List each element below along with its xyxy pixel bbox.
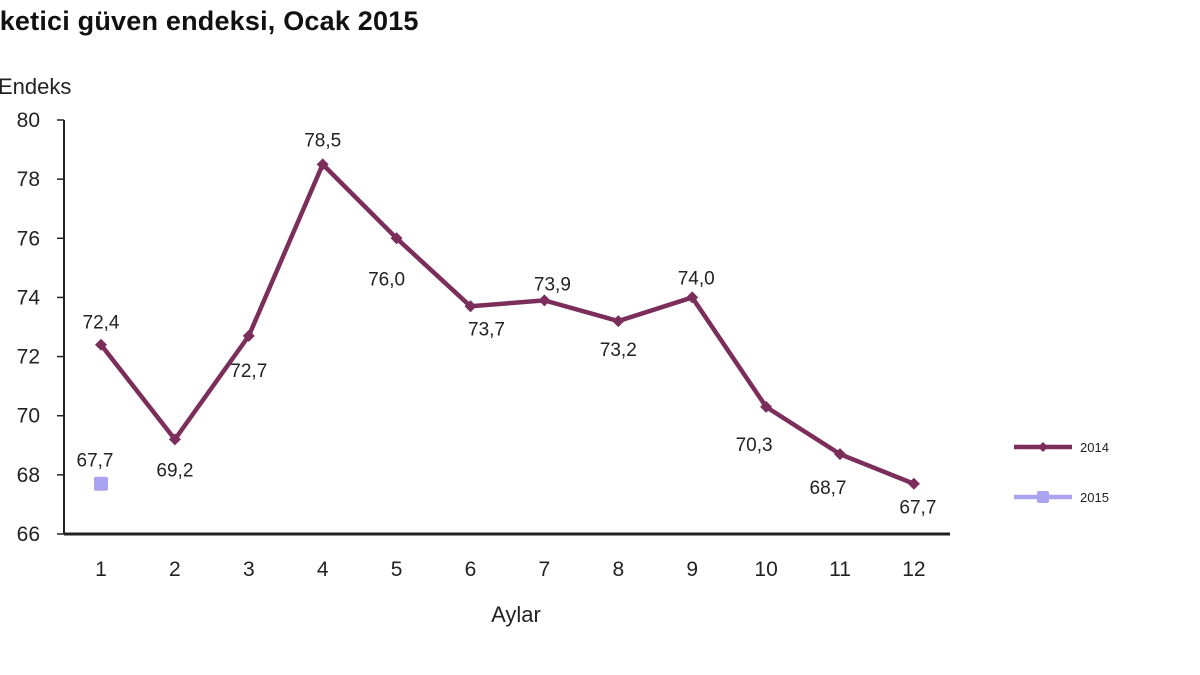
- x-tick-label: 10: [754, 558, 777, 581]
- x-tick-label: 2: [169, 558, 181, 581]
- chart-title: iketici güven endeksi, Ocak 2015: [0, 6, 419, 36]
- y-tick-label: 68: [17, 464, 40, 487]
- y-tick-label: 70: [17, 405, 40, 428]
- data-label-2014: 73,9: [534, 274, 571, 295]
- data-label-2014: 70,3: [736, 435, 773, 456]
- y-tick-label: 76: [17, 227, 40, 250]
- x-tick-label: 9: [686, 558, 698, 581]
- data-point-2014: [242, 329, 255, 342]
- x-ticks: 1 2 3 4 5 6 7 8 9 10 11 12: [95, 558, 925, 581]
- data-label-2014: 67,7: [899, 498, 936, 519]
- data-point-2014: [760, 400, 773, 413]
- x-tick-label: 6: [465, 558, 477, 581]
- legend-swatch-marker: [1037, 491, 1049, 503]
- x-tick-label: 8: [612, 558, 624, 581]
- data-point-2014: [390, 232, 403, 245]
- data-label-2014: 78,5: [304, 130, 341, 151]
- data-label-2014: 69,2: [156, 460, 193, 481]
- data-label-2014: 72,4: [83, 313, 120, 334]
- x-tick-label: 11: [829, 558, 851, 581]
- data-point-2014: [686, 291, 699, 304]
- y-axis-title: Endeks: [0, 74, 71, 99]
- y-tick-label: 78: [17, 168, 40, 191]
- data-point-2015: [94, 476, 108, 491]
- x-tick-label: 7: [539, 558, 551, 581]
- data-point-2014: [95, 338, 107, 351]
- x-tick-label: 12: [902, 558, 925, 581]
- data-label-2014: 74,0: [678, 268, 715, 289]
- x-tick-label: 5: [391, 558, 403, 581]
- data-label-2014: 72,7: [230, 361, 267, 382]
- x-axis-title: Aylar: [491, 602, 541, 627]
- data-point-2014: [168, 433, 181, 446]
- y-tick-label: 80: [17, 109, 40, 132]
- data-label-2015: 67,7: [77, 451, 114, 472]
- data-point-2014: [464, 300, 477, 313]
- x-tick-label: 1: [95, 558, 107, 581]
- data-point-2014: [538, 294, 551, 307]
- data-label-2014: 73,2: [600, 340, 637, 361]
- series-layer: 72,4 69,2 72,7 78,5 76,0 73,7 73,9 73,2 74,0 70,3…: [77, 130, 937, 518]
- data-label-2014: 68,7: [810, 478, 847, 499]
- x-tick-label: 4: [317, 558, 329, 581]
- series-line-2014: [99, 162, 915, 486]
- data-point-2014: [907, 477, 920, 490]
- data-label-2014: 73,7: [468, 319, 505, 340]
- x-tick-label: 3: [243, 558, 255, 581]
- y-tick-label: 72: [17, 346, 40, 369]
- data-point-2014: [834, 448, 846, 461]
- legend-swatch-marker: [1038, 442, 1048, 452]
- y-tick-label: 66: [17, 523, 40, 546]
- data-point-2014: [612, 315, 625, 328]
- data-point-2014: [316, 158, 329, 171]
- data-label-2014: 76,0: [368, 269, 405, 290]
- legend: 2014 2015: [1014, 440, 1109, 505]
- legend-label: 2014: [1080, 440, 1109, 455]
- y-tick-label: 74: [17, 286, 41, 309]
- y-ticks: 66 68 70 72 74 76 78 80: [17, 109, 64, 546]
- legend-label: 2015: [1080, 490, 1109, 505]
